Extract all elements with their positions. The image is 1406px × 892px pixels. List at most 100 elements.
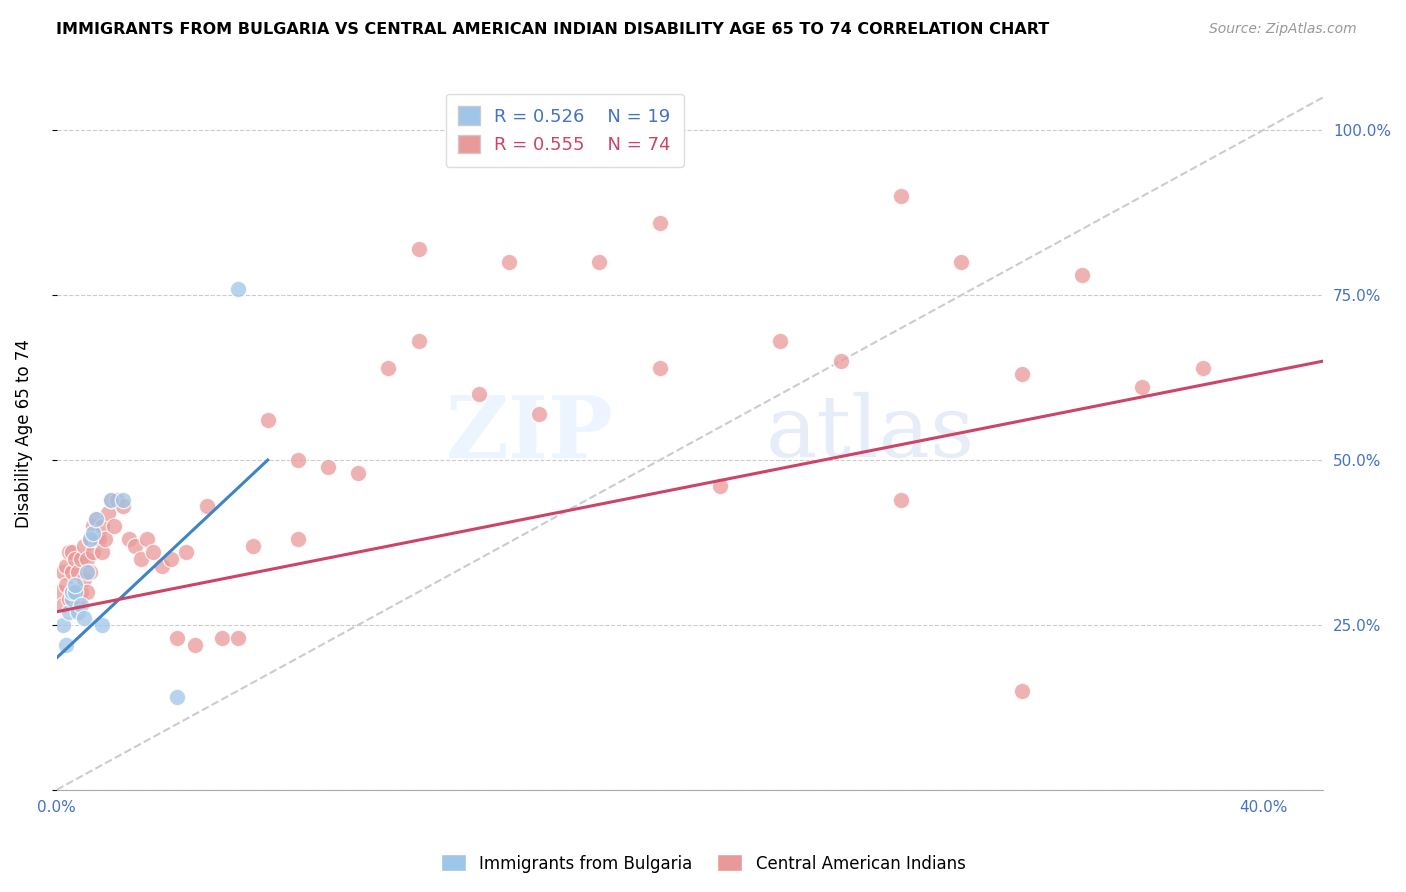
Point [58,591,80,606]
Point [63,585,86,599]
Point [87,532,110,546]
Point [118,532,141,546]
Point [527,407,550,421]
Point [90,618,112,632]
Text: atlas: atlas [766,392,976,475]
Point [648,216,671,230]
Legend: R = 0.526    N = 19, R = 0.555    N = 74: R = 0.526 N = 19, R = 0.555 N = 74 [446,94,683,167]
Point [73,611,96,625]
Point [58,605,80,619]
Point [52,565,75,579]
Point [79,565,101,579]
Point [90,545,112,559]
Point [76,565,98,579]
Point [69,598,91,612]
Point [830,354,852,368]
Text: IMMIGRANTS FROM BULGARIA VS CENTRAL AMERICAN INDIAN DISABILITY AGE 65 TO 74 CORR: IMMIGRANTS FROM BULGARIA VS CENTRAL AMER… [56,22,1049,37]
Point [84,512,107,526]
Point [184,638,207,652]
Point [709,479,731,493]
Point [498,255,520,269]
Point [769,334,792,349]
Point [408,242,430,256]
Point [1130,380,1153,394]
Point [73,539,96,553]
Point [94,532,117,546]
Point [124,539,146,553]
Point [377,360,399,375]
Y-axis label: Disability Age 65 to 74: Disability Age 65 to 74 [15,339,32,528]
Point [63,585,86,599]
Point [287,532,309,546]
Point [48,585,70,599]
Point [84,532,107,546]
Point [150,558,173,573]
Point [60,585,83,599]
Point [1011,684,1033,698]
Point [211,631,233,645]
Point [226,281,249,295]
Point [166,690,188,705]
Point [890,492,912,507]
Point [66,565,89,579]
Point [84,512,107,526]
Point [55,558,77,573]
Point [1071,268,1094,283]
Point [60,591,83,606]
Point [63,578,86,592]
Point [52,598,75,612]
Point [160,552,183,566]
Point [79,532,101,546]
Point [58,545,80,559]
Point [316,459,339,474]
Point [55,578,77,592]
Point [82,519,104,533]
Point [408,334,430,349]
Point [82,545,104,559]
Point [69,552,91,566]
Point [52,618,75,632]
Point [1011,368,1033,382]
Point [226,631,249,645]
Point [166,631,188,645]
Point [468,387,491,401]
Point [60,565,83,579]
Legend: Immigrants from Bulgaria, Central American Indians: Immigrants from Bulgaria, Central Americ… [434,847,972,880]
Point [287,453,309,467]
Point [79,532,101,546]
Point [60,585,83,599]
Point [1191,360,1213,375]
Point [588,255,610,269]
Point [111,492,134,507]
Point [66,605,89,619]
Point [82,525,104,540]
Point [174,545,197,559]
Point [256,413,278,427]
Point [129,552,152,566]
Point [55,638,77,652]
Point [197,499,219,513]
Point [890,189,912,203]
Point [76,552,98,566]
Point [66,591,89,606]
Point [136,532,159,546]
Point [60,545,83,559]
Point [111,499,134,513]
Point [950,255,973,269]
Point [242,539,264,553]
Point [63,552,86,566]
Point [100,492,122,507]
Point [103,519,125,533]
Point [97,506,120,520]
Point [76,585,98,599]
Point [100,492,122,507]
Point [105,492,128,507]
Point [73,572,96,586]
Text: Source: ZipAtlas.com: Source: ZipAtlas.com [1209,22,1357,37]
Text: ZIP: ZIP [446,392,614,475]
Point [69,585,91,599]
Point [142,545,165,559]
Point [90,519,112,533]
Point [347,467,370,481]
Point [648,360,671,375]
